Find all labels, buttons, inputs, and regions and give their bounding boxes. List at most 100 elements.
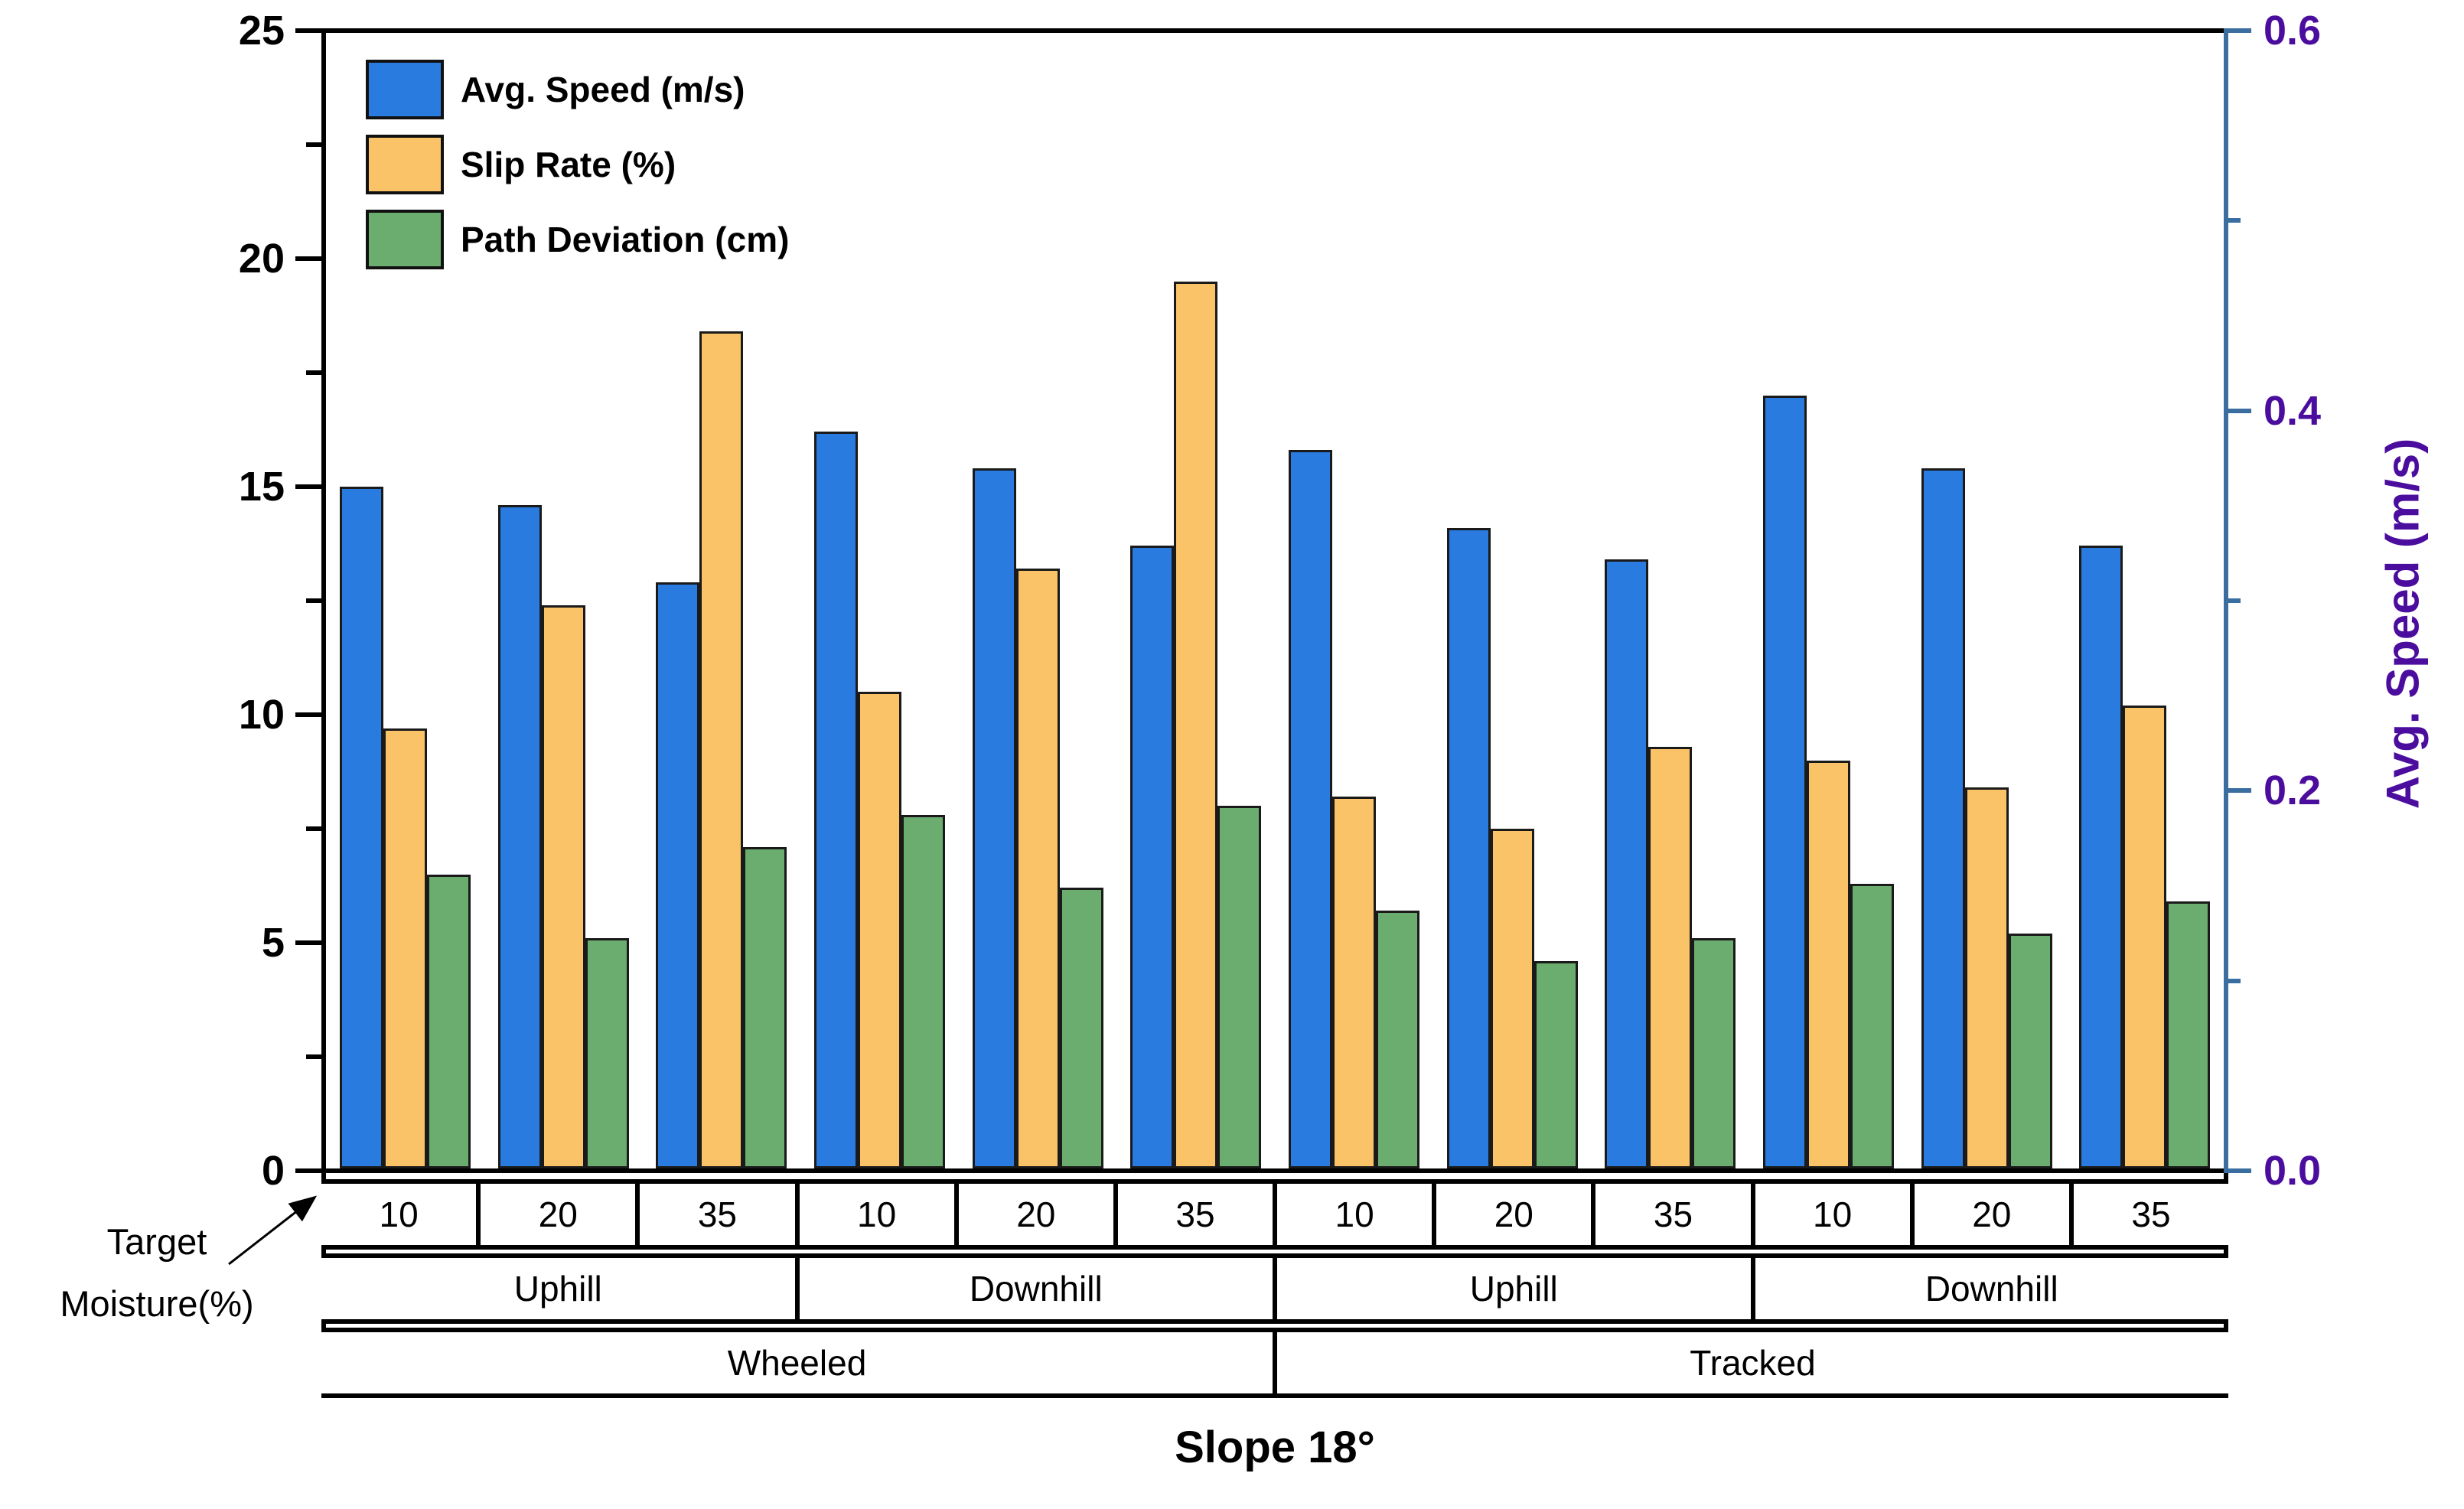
moisture-cell: 35 (635, 1184, 794, 1245)
avg-speed-bar (1288, 450, 1332, 1168)
path-deviation-bar (743, 846, 787, 1168)
moisture-cell: 20 (1432, 1184, 1591, 1245)
path-deviation-bar (1059, 888, 1103, 1168)
slip-rate-bar (857, 692, 901, 1168)
right-axis-line (2224, 28, 2228, 1173)
right-major-tick (2228, 788, 2251, 794)
direction-cell: Downhill (1750, 1258, 2229, 1319)
right-minor-tick (2228, 218, 2241, 223)
left-tick-label: 25 (238, 8, 285, 54)
vehicle-cell: Wheeled (727, 1343, 867, 1383)
direction-cell: Uphill (513, 1269, 602, 1309)
avg-speed-bar (1762, 395, 1807, 1168)
moisture-cell: 20 (953, 1184, 1113, 1245)
slip-rate-bar (2123, 706, 2167, 1168)
path-deviation-bar (2166, 901, 2211, 1168)
left-minor-tick (306, 370, 321, 375)
moisture-cell: 35 (1591, 1184, 1750, 1245)
moisture-cell: 10 (1273, 1184, 1432, 1245)
plot-top-border (321, 28, 2228, 33)
x-axis-baseline (321, 1168, 2228, 1173)
avg-speed-bar (497, 504, 542, 1168)
moisture-cell: 10 (379, 1194, 419, 1234)
left-tick-label: 5 (261, 920, 285, 966)
path-deviation-bar (585, 938, 629, 1168)
moisture-cell: 35 (2068, 1184, 2228, 1245)
annotation-line1: Target (106, 1221, 207, 1262)
right-axis-title: Avg. Speed (m/s) (2377, 438, 2429, 810)
avg-speed-bar (339, 487, 383, 1168)
path-deviation-bar (1850, 883, 1894, 1168)
legend-label: Path Deviation (cm) (461, 220, 790, 259)
legend-label: Slip Rate (%) (461, 145, 676, 184)
path-deviation-bar (1533, 960, 1578, 1168)
chart-title: Slope 18° (1175, 1423, 1375, 1472)
path-deviation-bar (2008, 934, 2052, 1168)
direction-cell: Uphill (1273, 1258, 1751, 1319)
slip-rate-swatch (366, 135, 444, 194)
left-tick-label: 10 (238, 692, 285, 738)
avg-speed-bar (1921, 468, 1965, 1168)
slip-rate-bar (541, 605, 585, 1168)
left-major-tick (295, 1168, 321, 1173)
left-axis-line (321, 28, 326, 1173)
right-major-tick (2228, 1168, 2251, 1173)
moisture-cell: 10 (794, 1184, 954, 1245)
path-deviation-bar (901, 815, 945, 1168)
moisture-cell: 10 (1750, 1184, 1910, 1245)
path-deviation-bar (1217, 806, 1262, 1168)
left-major-tick (295, 712, 321, 717)
moisture-cell: 20 (476, 1184, 635, 1245)
right-major-tick (2228, 408, 2251, 413)
left-major-tick (295, 484, 321, 489)
right-minor-tick (2228, 598, 2241, 603)
moisture-row: 10 20 35 10 20 35 10 20 35 10 20 35 (321, 1179, 2228, 1250)
slip-rate-bar (1015, 569, 1060, 1168)
legend: Avg. Speed (m/s) Slip Rate (%) Path Devi… (366, 60, 789, 285)
slip-rate-bar (1648, 746, 1693, 1168)
path-deviation-bar (1692, 938, 1736, 1168)
legend-item-slip-rate: Slip Rate (%) (366, 135, 789, 194)
annotation-line2: Moisture(%) (60, 1283, 254, 1324)
right-tick-label: 0.4 (2264, 387, 2322, 434)
legend-label: Avg. Speed (m/s) (461, 70, 745, 109)
right-tick-label: 0.6 (2264, 8, 2322, 54)
avg-speed-bar (1446, 527, 1491, 1168)
left-major-tick (295, 940, 321, 945)
avg-speed-bar (1130, 546, 1175, 1168)
avg-speed-bar (972, 468, 1016, 1168)
right-minor-tick (2228, 978, 2241, 983)
slip-rate-bar (699, 331, 744, 1168)
legend-item-path-deviation: Path Deviation (cm) (366, 210, 789, 269)
right-major-tick (2228, 28, 2251, 33)
left-major-tick (295, 28, 321, 33)
left-tick-label: 0 (261, 1148, 285, 1194)
path-deviation-bar (1375, 911, 1419, 1168)
right-tick-label: 0.0 (2264, 1148, 2322, 1194)
left-tick-label: 15 (238, 464, 285, 510)
left-minor-tick (306, 826, 321, 831)
slip-rate-bar (1490, 829, 1534, 1168)
left-tick-label: 20 (238, 236, 285, 282)
vehicle-cell: Tracked (1273, 1332, 2228, 1393)
avg-speed-bar (2079, 546, 2123, 1168)
direction-row: Uphill Downhill Uphill Downhill (321, 1253, 2228, 1324)
path-deviation-bar (426, 874, 471, 1168)
annotation-arrow-icon (228, 1195, 318, 1266)
left-minor-tick (306, 598, 321, 603)
avg-speed-swatch (366, 60, 444, 119)
moisture-cell: 35 (1113, 1184, 1273, 1245)
right-tick-label: 0.2 (2264, 768, 2322, 814)
moisture-cell: 20 (1909, 1184, 2069, 1245)
slip-rate-bar (1174, 281, 1218, 1168)
slip-rate-bar (1806, 760, 1850, 1168)
avg-speed-bar (656, 582, 700, 1168)
slip-rate-bar (383, 728, 427, 1168)
left-major-tick (295, 256, 321, 261)
avg-speed-bar (1605, 559, 1649, 1168)
left-minor-tick (306, 1054, 321, 1059)
path-deviation-swatch (366, 210, 444, 269)
slip-rate-bar (1964, 787, 2009, 1168)
direction-cell: Downhill (794, 1258, 1273, 1319)
